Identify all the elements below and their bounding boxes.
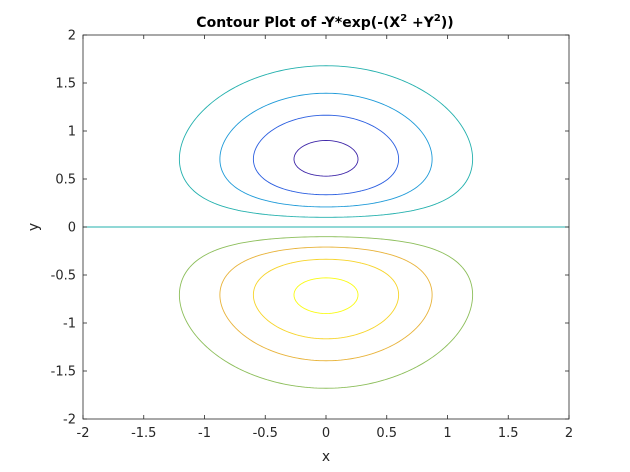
- title-segment: Contour Plot of -Y*exp(-(X: [196, 15, 400, 31]
- y-tick-label: 1.5: [55, 77, 76, 92]
- y-tick-label: 2: [68, 29, 76, 44]
- contour-line: [252, 114, 400, 196]
- x-tick-label: 1: [443, 426, 451, 441]
- x-tick-label: -2: [77, 426, 90, 441]
- x-tick-label: -0.5: [253, 426, 278, 441]
- x-tick-label: 0.5: [376, 426, 397, 441]
- contour-line: [293, 277, 359, 314]
- chart-title: Contour Plot of -Y*exp(-(X2 +Y2)): [196, 13, 453, 31]
- title-superscript: 2: [400, 13, 407, 24]
- y-tick-label: -1.5: [51, 365, 76, 380]
- x-tick-label: 0: [322, 426, 330, 441]
- x-tick-label: -1: [198, 426, 211, 441]
- y-tick-label: -0.5: [51, 269, 76, 284]
- contour-line: [252, 258, 400, 340]
- x-tick-label: -1.5: [131, 426, 156, 441]
- title-superscript: 2: [434, 13, 441, 24]
- y-tick-label: 1: [68, 125, 76, 140]
- y-tick-label: 0.5: [55, 173, 76, 188]
- x-axis-label: x: [322, 449, 330, 465]
- contour-line: [293, 140, 359, 177]
- y-axis-ticks: -2 -1.5 -1 -0.5 0 0.5 1 1.5 2: [51, 29, 569, 428]
- contour-line: [219, 246, 433, 362]
- y-tick-label: 0: [68, 221, 76, 236]
- x-tick-label: 1.5: [498, 426, 519, 441]
- contour-line: [178, 65, 474, 218]
- x-axis-ticks: -2 -1.5 -1 -0.5 0 0.5 1 1.5 2: [77, 35, 573, 441]
- y-tick-label: -2: [63, 413, 76, 428]
- x-tick-label: 2: [565, 426, 573, 441]
- y-tick-label: -1: [63, 317, 76, 332]
- contour-lines: [82, 65, 570, 389]
- contour-line: [178, 236, 474, 389]
- title-segment: )): [441, 15, 454, 31]
- contour-line: [219, 92, 433, 208]
- y-axis-label: y: [26, 223, 42, 231]
- title-segment: +Y: [407, 15, 435, 31]
